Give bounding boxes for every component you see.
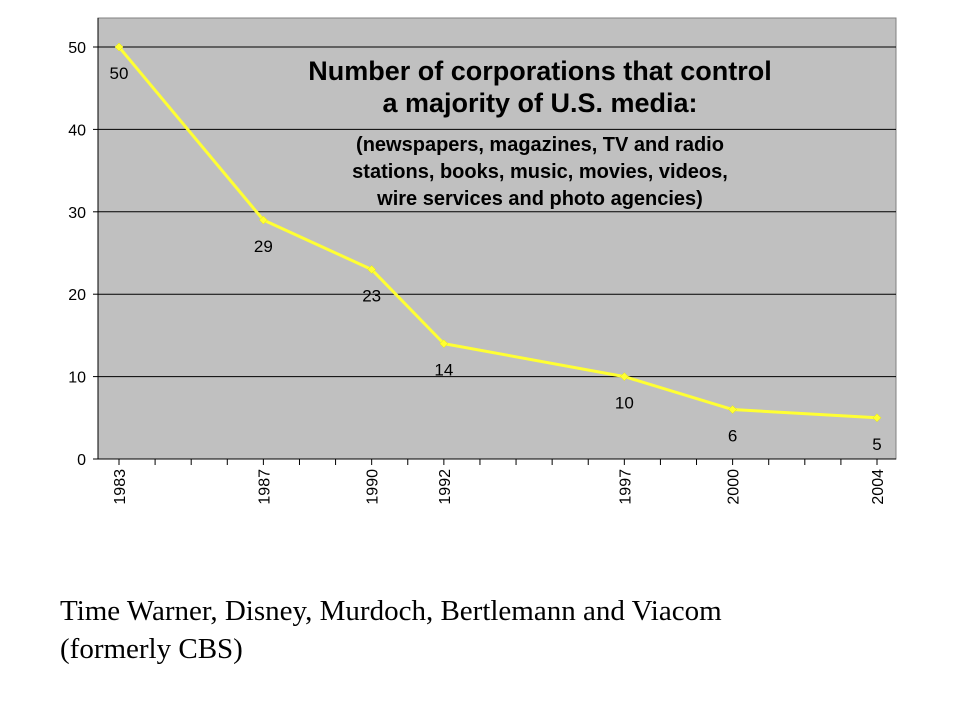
y-tick-label: 0 [77, 452, 86, 469]
subtitle-line-1: (newspapers, magazines, TV and radio [356, 134, 724, 156]
x-tick-label: 2004 [870, 469, 887, 505]
data-point [259, 215, 268, 225]
series-line: 50 29 23 14 10 6 5 [110, 42, 882, 454]
data-label: 5 [872, 435, 881, 454]
y-tick-label: 20 [68, 287, 86, 304]
gridlines [98, 46, 896, 378]
x-tick-label: 1992 [437, 469, 454, 505]
data-label: 50 [110, 64, 129, 83]
data-point [619, 372, 629, 381]
title-line-2: a majority of U.S. media: [382, 88, 697, 118]
data-point [439, 339, 449, 348]
data-label: 10 [615, 394, 634, 413]
y-tick-label: 30 [68, 205, 86, 222]
data-label: 23 [362, 286, 381, 305]
data-point [114, 42, 124, 52]
media-consolidation-chart: 0 10 20 30 40 50 1983 1987 1990 1992 1997 2000 2004… [68, 17, 897, 505]
data-point [728, 405, 737, 414]
subtitle-line-3: wire services and photo agencies) [376, 188, 703, 210]
x-tick-label: 1997 [617, 469, 634, 505]
plot-background [97, 17, 897, 460]
y-tick-label: 40 [68, 122, 86, 139]
subtitle-line-2: stations, books, music, movies, videos, [352, 161, 728, 183]
x-tick-label: 1983 [112, 469, 129, 505]
y-tick-label: 50 [68, 40, 86, 57]
x-tick-label: 1987 [256, 469, 273, 505]
y-axis: 0 10 20 30 40 50 [68, 18, 99, 469]
caption: Time Warner, Disney, Murdoch, Bertlemann… [60, 592, 940, 668]
caption-line-1: Time Warner, Disney, Murdoch, Bertlemann… [60, 595, 722, 627]
y-tick-label: 10 [68, 370, 86, 387]
caption-line-2: (formerly CBS) [60, 633, 243, 665]
title-line-1: Number of corporations that control [308, 56, 772, 86]
data-label: 14 [434, 361, 453, 380]
x-axis: 1983 1987 1990 1992 1997 2000 2004 [98, 458, 896, 505]
chart-title: Number of corporations that control a ma… [308, 56, 772, 210]
data-label: 6 [728, 427, 737, 446]
x-tick-label: 1990 [365, 469, 382, 505]
data-point [367, 265, 377, 274]
data-label: 29 [254, 237, 273, 256]
data-point [872, 413, 882, 423]
x-tick-label: 2000 [726, 469, 743, 505]
